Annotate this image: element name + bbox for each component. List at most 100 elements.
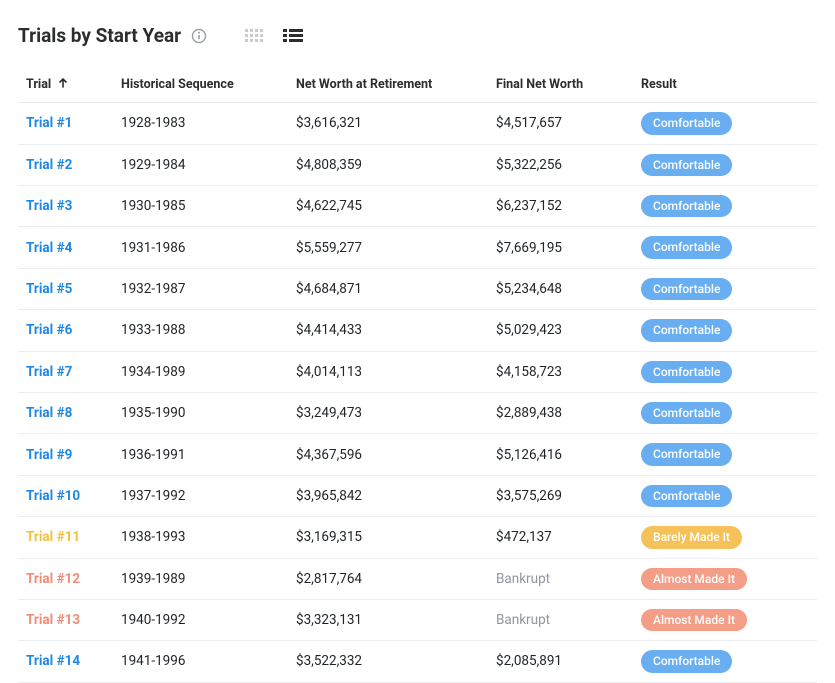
cell-final-nw: $3,575,269: [488, 475, 633, 516]
result-badge: Comfortable: [641, 443, 732, 465]
cell-nw-retirement: $4,684,871: [288, 268, 488, 309]
cell-historical: 1934-1989: [113, 351, 288, 392]
result-badge: Comfortable: [641, 650, 732, 672]
table-row: Trial #3 1930-1985$4,622,745$6,237,152 Com…: [18, 185, 817, 226]
table-row: Trial #4 1931-1986$5,559,277$7,669,195 Com…: [18, 227, 817, 268]
cell-result: Comfortable: [633, 641, 817, 682]
cell-result: Comfortable: [633, 310, 817, 351]
cell-final-nw: Bankrupt: [488, 599, 633, 640]
cell-historical: 1940-1992: [113, 599, 288, 640]
cell-result: Comfortable: [633, 392, 817, 433]
cell-nw-retirement: $4,622,745: [288, 185, 488, 226]
trial-link[interactable]: Trial #5: [26, 281, 72, 297]
trial-link[interactable]: Trial #14: [26, 653, 80, 669]
cell-result: Almost Made It: [633, 558, 817, 599]
result-badge: Comfortable: [641, 402, 732, 424]
cell-final-nw: $7,669,195: [488, 227, 633, 268]
view-toggle: [245, 28, 303, 44]
result-badge: Almost Made It: [641, 609, 747, 631]
table-row: Trial #12 1939-1989$2,817,764Bankrupt Almo…: [18, 558, 817, 599]
cell-result: Comfortable: [633, 144, 817, 185]
trial-link[interactable]: Trial #10: [26, 488, 80, 504]
cell-final-nw: $2,889,438: [488, 392, 633, 433]
cell-final-nw: $5,234,648: [488, 268, 633, 309]
col-header-trial[interactable]: Trial: [18, 67, 113, 103]
trial-link[interactable]: Trial #3: [26, 198, 72, 214]
sort-asc-icon: [58, 77, 68, 92]
cell-historical: 1930-1985: [113, 185, 288, 226]
result-badge: Comfortable: [641, 361, 732, 383]
cell-nw-retirement: $4,414,433: [288, 310, 488, 351]
result-badge: Comfortable: [641, 319, 732, 341]
cell-nw-retirement: $3,965,842: [288, 475, 488, 516]
cell-historical: 1941-1996: [113, 641, 288, 682]
cell-result: Comfortable: [633, 103, 817, 144]
cell-historical: 1928-1983: [113, 103, 288, 144]
cell-nw-retirement: $4,808,359: [288, 144, 488, 185]
table-row: Trial #5 1932-1987$4,684,871$5,234,648 Com…: [18, 268, 817, 309]
table-row: Trial #11928-1983$3,616,321$4,517,657Com…: [18, 103, 817, 144]
result-badge: Comfortable: [641, 154, 732, 176]
info-icon[interactable]: [191, 28, 207, 44]
trial-link[interactable]: Trial #12: [26, 571, 80, 587]
trial-link[interactable]: Trial #9: [26, 447, 72, 463]
cell-result: Comfortable: [633, 434, 817, 475]
cell-result: Comfortable: [633, 475, 817, 516]
result-badge: Comfortable: [641, 112, 732, 134]
col-header-label: Result: [641, 77, 677, 92]
cell-historical: 1931-1986: [113, 227, 288, 268]
cell-final-nw: $2,085,891: [488, 641, 633, 682]
grid-view-icon[interactable]: [245, 28, 265, 44]
cell-nw-retirement: $3,249,473: [288, 392, 488, 433]
cell-historical: 1937-1992: [113, 475, 288, 516]
list-view-icon[interactable]: [283, 28, 303, 44]
cell-historical: 1939-1989: [113, 558, 288, 599]
cell-final-nw: $5,126,416: [488, 434, 633, 475]
cell-result: Barely Made It: [633, 517, 817, 558]
cell-final-nw: Bankrupt: [488, 558, 633, 599]
cell-nw-retirement: $3,616,321: [288, 103, 488, 144]
trial-link[interactable]: Trial #8: [26, 405, 72, 421]
cell-historical: 1929-1984: [113, 144, 288, 185]
trial-link[interactable]: Trial #1: [26, 115, 72, 131]
trial-link[interactable]: Trial #4: [26, 240, 72, 256]
cell-historical: 1932-1987: [113, 268, 288, 309]
trial-link[interactable]: Trial #6: [26, 322, 72, 338]
result-badge: Comfortable: [641, 278, 732, 300]
cell-result: Comfortable: [633, 227, 817, 268]
table-row: Trial #141941-1996$3,522,332$2,085,891Co…: [18, 641, 817, 682]
cell-nw-retirement: $5,559,277: [288, 227, 488, 268]
table-row: Trial #6 1933-1988$4,414,433$5,029,423 Com…: [18, 310, 817, 351]
col-header-final-nw[interactable]: Final Net Worth: [488, 67, 633, 103]
table-row: Trial #131940-1992$3,323,131BankruptAlmo…: [18, 599, 817, 640]
col-header-historical[interactable]: Historical Sequence: [113, 67, 288, 103]
trial-link[interactable]: Trial #7: [26, 364, 72, 380]
cell-final-nw: $6,237,152: [488, 185, 633, 226]
trial-link[interactable]: Trial #2: [26, 157, 72, 173]
table-row: Trial #91936-1991$4,367,596$5,126,416Com…: [18, 434, 817, 475]
cell-nw-retirement: $2,817,764: [288, 558, 488, 599]
page-header: Trials by Start Year: [18, 24, 817, 47]
col-header-label: Trial: [26, 77, 51, 92]
trials-table: Trial Historical Sequence Net Worth at R…: [18, 67, 817, 683]
cell-historical: 1933-1988: [113, 310, 288, 351]
cell-historical: 1936-1991: [113, 434, 288, 475]
cell-final-nw: $5,029,423: [488, 310, 633, 351]
col-header-result[interactable]: Result: [633, 67, 817, 103]
col-header-nw-retirement[interactable]: Net Worth at Retirement: [288, 67, 488, 103]
table-row: Trial #2 1929-1984$4,808,359$5,322,256 Com…: [18, 144, 817, 185]
result-badge: Comfortable: [641, 236, 732, 258]
cell-result: Comfortable: [633, 351, 817, 392]
trial-link[interactable]: Trial #11: [26, 529, 80, 545]
result-badge: Almost Made It: [641, 568, 747, 590]
result-badge: Comfortable: [641, 195, 732, 217]
result-badge: Comfortable: [641, 485, 732, 507]
trial-link[interactable]: Trial #13: [26, 612, 80, 628]
col-header-label: Final Net Worth: [496, 77, 583, 92]
result-badge: Barely Made It: [641, 526, 742, 548]
table-row: Trial #111938-1993$3,169,315$472,137Bare…: [18, 517, 817, 558]
cell-final-nw: $5,322,256: [488, 144, 633, 185]
cell-final-nw: $4,158,723: [488, 351, 633, 392]
cell-historical: 1938-1993: [113, 517, 288, 558]
col-header-label: Historical Sequence: [121, 77, 234, 92]
